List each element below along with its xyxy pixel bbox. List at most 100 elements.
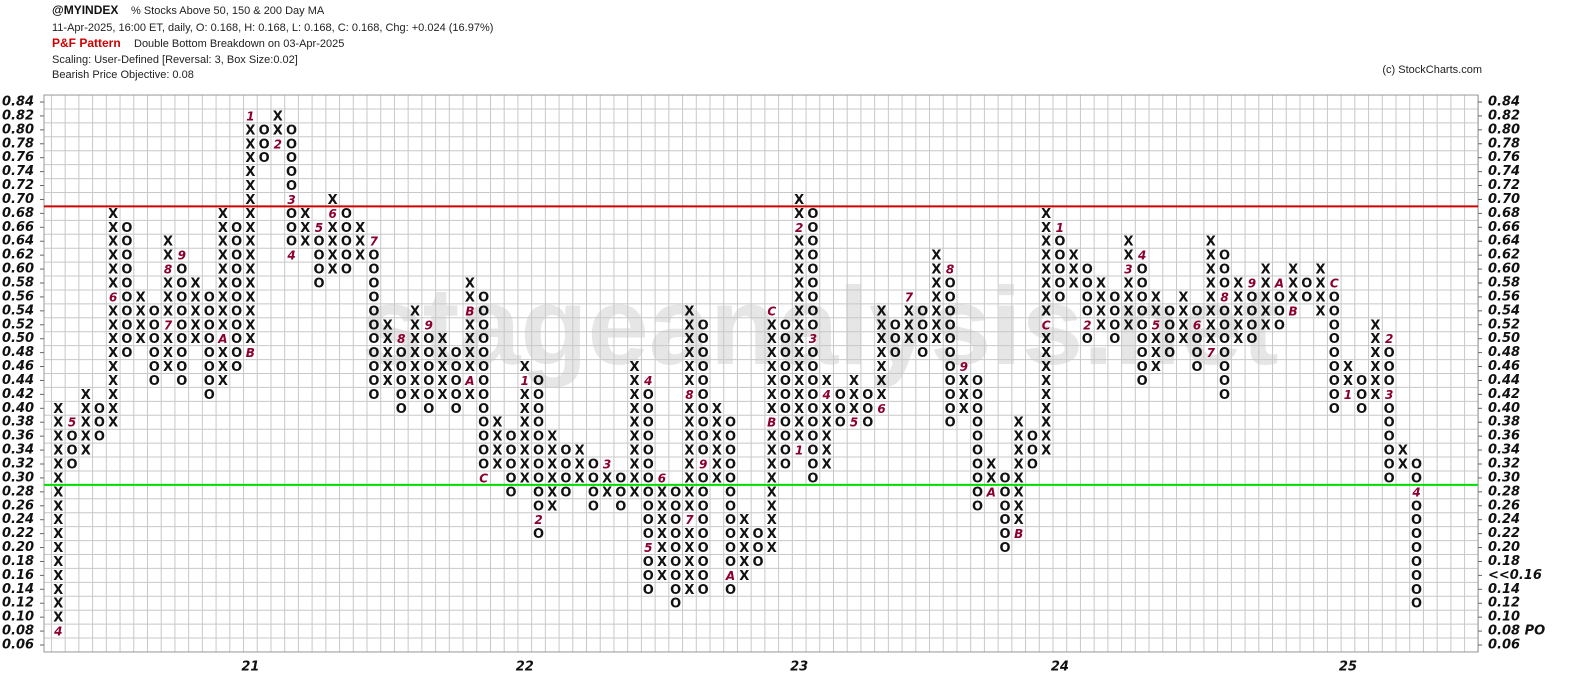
month-marker: 5 bbox=[850, 416, 858, 430]
o-box: O bbox=[1411, 499, 1422, 514]
x-box: X bbox=[218, 263, 228, 278]
y-tick-label: 0.72 bbox=[1488, 178, 1520, 193]
month-marker: 8 bbox=[685, 388, 693, 402]
x-box: X bbox=[1206, 249, 1216, 264]
y-tick-label: 0.26 bbox=[1488, 498, 1520, 513]
month-marker: 2 bbox=[1385, 332, 1393, 346]
x-box: X bbox=[163, 290, 173, 305]
x-box: X bbox=[410, 318, 420, 333]
x-box: X bbox=[767, 430, 777, 445]
x-box: X bbox=[410, 304, 420, 319]
o-box: O bbox=[1027, 444, 1038, 459]
x-tick-label: 23 bbox=[790, 660, 808, 675]
o-box: O bbox=[204, 290, 215, 305]
o-box: O bbox=[204, 360, 215, 375]
o-box: O bbox=[368, 346, 379, 361]
x-box: X bbox=[684, 304, 694, 319]
y-tick-label: 0.14 bbox=[2, 582, 34, 597]
x-box: X bbox=[218, 277, 228, 292]
y-tick-label: 0.08 PO bbox=[1488, 624, 1545, 639]
o-box: O bbox=[1192, 304, 1203, 319]
month-marker: B bbox=[1014, 527, 1023, 541]
x-box: X bbox=[1041, 444, 1051, 459]
x-box: X bbox=[108, 346, 118, 361]
x-box: X bbox=[465, 346, 475, 361]
grid bbox=[43, 94, 1479, 653]
o-box: O bbox=[725, 471, 736, 486]
x-box: X bbox=[959, 374, 969, 389]
y-tick-label: 0.12 bbox=[1488, 596, 1520, 611]
o-box: O bbox=[780, 374, 791, 389]
x-box: X bbox=[630, 374, 640, 389]
x-box: X bbox=[218, 304, 228, 319]
o-box: O bbox=[231, 235, 242, 250]
x-box: X bbox=[794, 193, 804, 208]
o-box: O bbox=[1137, 332, 1148, 347]
x-box: X bbox=[657, 485, 667, 500]
x-box: X bbox=[794, 360, 804, 375]
o-box: O bbox=[149, 332, 160, 347]
x-box: X bbox=[108, 263, 118, 278]
o-box: O bbox=[368, 304, 379, 319]
y-tick-label: 0.48 bbox=[2, 345, 34, 360]
x-box: X bbox=[1288, 263, 1298, 278]
o-box: O bbox=[1082, 304, 1093, 319]
o-box: O bbox=[752, 555, 763, 570]
o-box: O bbox=[1192, 332, 1203, 347]
o-box: O bbox=[1411, 569, 1422, 584]
x-box: X bbox=[1151, 290, 1161, 305]
x-box: X bbox=[657, 569, 667, 584]
x-box: X bbox=[1206, 290, 1216, 305]
o-box: O bbox=[1384, 374, 1395, 389]
o-box: O bbox=[945, 388, 956, 403]
x-box: X bbox=[53, 471, 63, 486]
x-box: X bbox=[1096, 277, 1106, 292]
o-box: O bbox=[972, 416, 983, 431]
o-box: O bbox=[94, 402, 105, 417]
x-box: X bbox=[108, 318, 118, 333]
y-tick-label: 0.50 bbox=[1488, 331, 1520, 346]
o-box: O bbox=[972, 430, 983, 445]
o-box: O bbox=[807, 263, 818, 278]
x-box: X bbox=[1206, 277, 1216, 292]
x-box: X bbox=[328, 221, 338, 236]
month-marker: 1 bbox=[1344, 388, 1352, 402]
x-box: X bbox=[630, 458, 640, 473]
x-box: X bbox=[931, 249, 941, 264]
o-box: O bbox=[1137, 290, 1148, 305]
x-box: X bbox=[53, 513, 63, 528]
month-marker: 6 bbox=[877, 402, 885, 416]
o-box: O bbox=[231, 277, 242, 292]
o-box: O bbox=[231, 263, 242, 278]
o-box: O bbox=[643, 513, 654, 528]
o-box: O bbox=[286, 137, 297, 152]
o-box: O bbox=[259, 137, 270, 152]
x-box: X bbox=[53, 499, 63, 514]
o-box: O bbox=[725, 416, 736, 431]
y-tick-label: 0.70 bbox=[1488, 192, 1520, 207]
x-box: X bbox=[245, 137, 255, 152]
x-box: X bbox=[1370, 346, 1380, 361]
x-box: X bbox=[739, 541, 749, 556]
o-box: O bbox=[945, 346, 956, 361]
x-box: X bbox=[218, 374, 228, 389]
o-box: O bbox=[698, 360, 709, 375]
x-box: X bbox=[931, 304, 941, 319]
o-box: O bbox=[286, 165, 297, 180]
o-box: O bbox=[807, 458, 818, 473]
o-box: O bbox=[1246, 332, 1257, 347]
o-box: O bbox=[1219, 388, 1230, 403]
o-box: O bbox=[149, 318, 160, 333]
o-box: O bbox=[1384, 471, 1395, 486]
x-box: X bbox=[190, 304, 200, 319]
x-box: X bbox=[767, 499, 777, 514]
x-box: X bbox=[712, 444, 722, 459]
o-box: O bbox=[423, 388, 434, 403]
o-box: O bbox=[890, 332, 901, 347]
y-tick-label: 0.26 bbox=[2, 498, 34, 513]
x-box: X bbox=[794, 277, 804, 292]
x-box: X bbox=[794, 235, 804, 250]
o-box: O bbox=[780, 360, 791, 375]
o-box: O bbox=[533, 471, 544, 486]
x-box: X bbox=[1316, 290, 1326, 305]
